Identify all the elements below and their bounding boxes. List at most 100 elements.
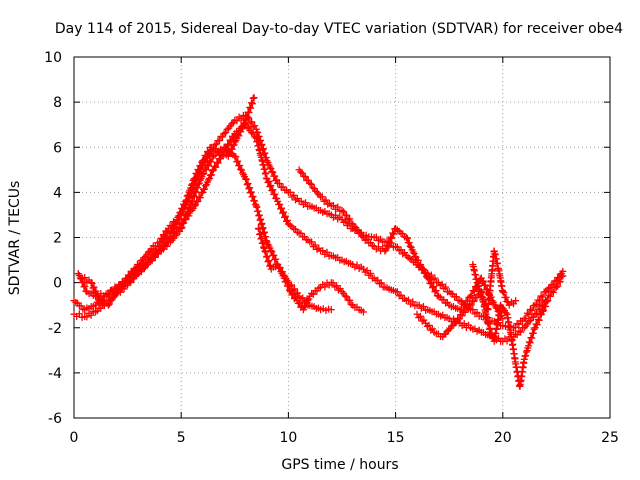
data-point — [251, 122, 259, 130]
data-point — [528, 306, 536, 314]
data-point — [257, 136, 265, 144]
data-point — [542, 288, 550, 296]
data-point — [201, 151, 209, 159]
data-point — [114, 287, 122, 295]
data-point — [409, 248, 417, 256]
data-point — [266, 163, 274, 171]
data-point — [276, 265, 284, 273]
data-point — [329, 279, 337, 287]
data-point — [485, 325, 493, 333]
data-point — [179, 205, 187, 213]
data-point — [270, 251, 278, 259]
data-point — [347, 300, 355, 308]
data-point — [286, 188, 294, 196]
data-point — [182, 196, 190, 204]
data-point — [528, 334, 536, 342]
data-point — [180, 216, 188, 224]
data-point — [192, 188, 200, 196]
data-point — [242, 175, 250, 183]
data-point — [475, 282, 483, 290]
data-point — [393, 288, 401, 296]
data-point — [535, 316, 543, 324]
data-point — [202, 153, 210, 161]
data-point — [522, 352, 530, 360]
data-point — [215, 137, 223, 145]
data-point — [276, 200, 284, 208]
data-point — [481, 281, 489, 289]
data-point — [459, 300, 467, 308]
data-point — [193, 170, 201, 178]
data-point — [177, 224, 185, 232]
data-point — [512, 297, 520, 305]
data-point — [332, 211, 340, 219]
data-point — [151, 253, 159, 261]
data-point — [376, 280, 384, 288]
data-point — [382, 246, 390, 254]
data-point — [191, 174, 199, 182]
data-point — [427, 271, 435, 279]
data-point — [87, 279, 95, 287]
data-point — [262, 248, 270, 256]
data-point — [75, 310, 83, 318]
data-point — [419, 265, 427, 273]
data-point — [415, 262, 423, 270]
x-tick-label: 10 — [279, 430, 297, 446]
y-tick-label: 6 — [53, 140, 62, 156]
data-point — [388, 234, 396, 242]
data-point — [140, 264, 148, 272]
data-point — [148, 257, 156, 265]
data-point — [523, 309, 531, 317]
data-point — [309, 290, 317, 298]
data-point — [268, 168, 276, 176]
data-point — [546, 292, 554, 300]
data-point — [159, 245, 167, 253]
data-point — [264, 258, 272, 266]
data-point — [196, 194, 204, 202]
series-track-4 — [254, 224, 367, 316]
data-point — [411, 253, 419, 261]
data-point — [430, 283, 438, 291]
data-point — [355, 228, 363, 236]
data-point — [502, 309, 510, 317]
data-point — [526, 316, 534, 324]
data-point — [306, 179, 314, 187]
data-point — [343, 293, 351, 301]
data-point — [515, 327, 523, 335]
data-point — [406, 242, 414, 250]
data-point — [168, 222, 176, 230]
data-point — [129, 269, 137, 277]
data-point — [532, 309, 540, 317]
data-point — [247, 104, 255, 112]
data-point — [184, 208, 192, 216]
data-point — [389, 229, 397, 237]
grid-layer — [74, 57, 610, 418]
data-point — [545, 284, 553, 292]
data-point — [554, 282, 562, 290]
data-point — [552, 283, 560, 291]
data-point — [445, 326, 453, 334]
data-point — [83, 313, 91, 321]
data-point — [473, 279, 481, 287]
data-point — [381, 247, 389, 255]
data-point — [291, 285, 299, 293]
data-point — [205, 174, 213, 182]
data-point — [181, 197, 189, 205]
data-point — [525, 342, 533, 350]
data-point — [243, 113, 251, 121]
data-point — [304, 176, 312, 184]
data-point — [259, 145, 267, 153]
data-point — [87, 311, 95, 319]
data-point — [478, 296, 486, 304]
data-point — [271, 190, 279, 198]
data-point — [181, 201, 189, 209]
data-point — [338, 206, 346, 214]
data-point — [374, 276, 382, 284]
data-point — [201, 185, 209, 193]
data-point — [265, 177, 273, 185]
data-point — [94, 291, 102, 299]
series-track-8 — [79, 94, 258, 309]
data-point — [343, 211, 351, 219]
data-point — [161, 232, 169, 240]
data-point — [246, 189, 254, 197]
data-point — [275, 180, 283, 188]
